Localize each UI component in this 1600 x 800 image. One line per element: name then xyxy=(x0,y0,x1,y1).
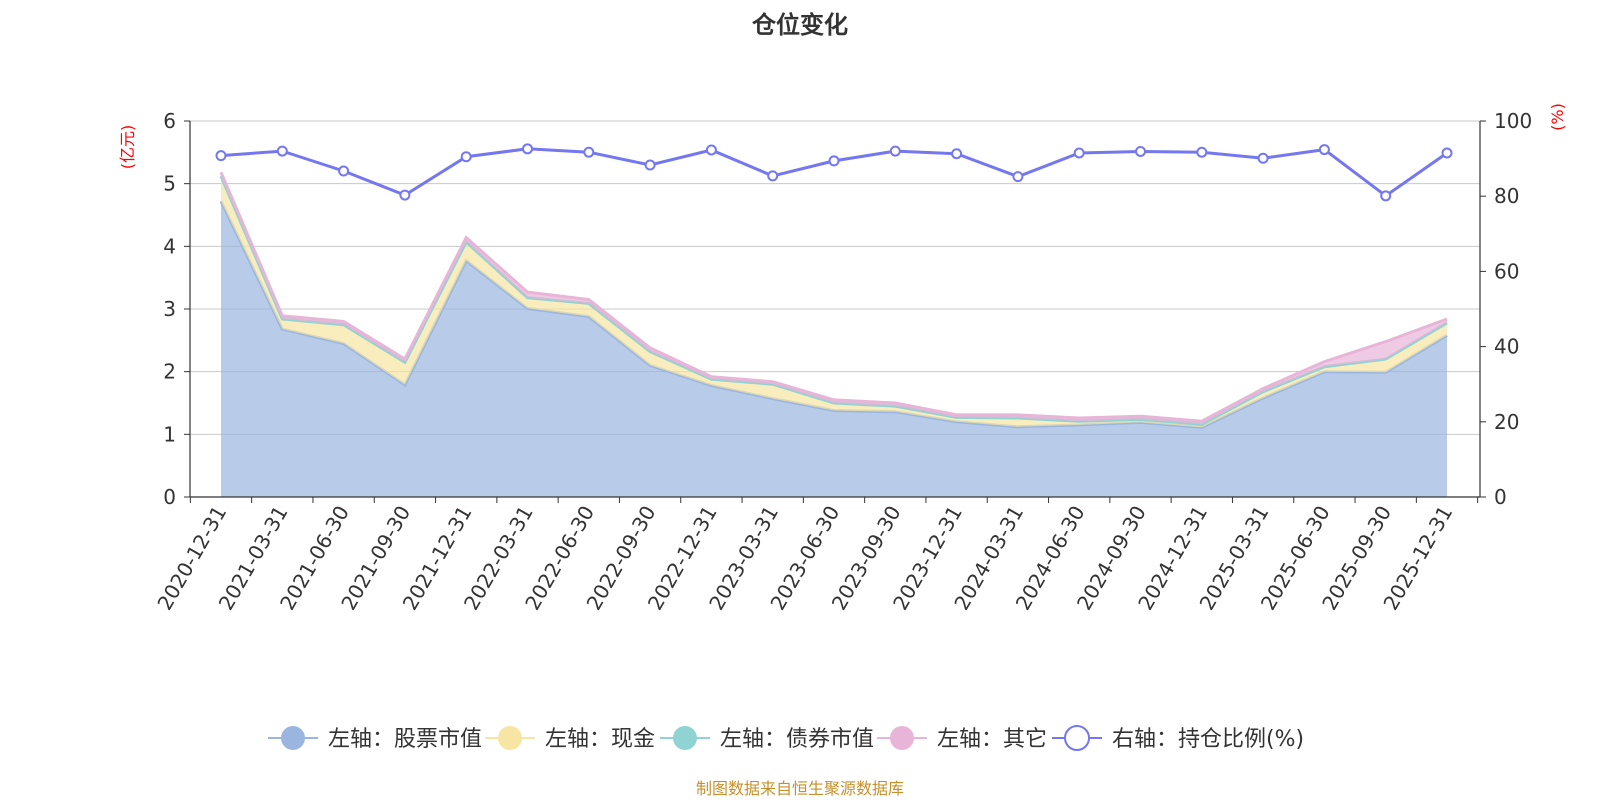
line-point xyxy=(1441,147,1453,159)
line-point xyxy=(1257,152,1269,164)
legend-label: 左轴：债券市值 xyxy=(720,727,874,752)
stacked-areas xyxy=(219,171,1448,497)
line-point xyxy=(460,151,472,163)
right-axis-tick-label: 20 xyxy=(1494,410,1519,434)
legend-item-5: 右轴：持仓比例(%) xyxy=(1052,725,1304,752)
legend: 左轴：股票市值 左轴：现金 左轴：债券市值 左轴：其它 右轴：持仓比例(%) xyxy=(268,725,1304,752)
line-point xyxy=(522,143,533,155)
line-point xyxy=(828,155,840,167)
legend-marker xyxy=(673,726,697,750)
right-axis-unit: (%) xyxy=(1548,103,1567,131)
line-point xyxy=(705,144,717,156)
area-左轴：股票市值 xyxy=(221,201,1447,497)
line-point xyxy=(1012,171,1024,183)
line-point xyxy=(889,145,901,157)
left-axis-tick-label: 1 xyxy=(163,422,176,446)
chart-title: 仓位变化 xyxy=(751,11,848,39)
legend-item-4: 左轴：其它 xyxy=(877,726,1047,752)
legend-marker xyxy=(281,726,305,750)
area-edge-左轴：其它 xyxy=(219,171,1448,423)
legend-marker xyxy=(498,726,522,750)
line-point xyxy=(951,148,963,160)
left-axis-unit: (亿元) xyxy=(118,125,137,170)
right-axis-tick-label: 80 xyxy=(1494,184,1519,208)
line-point xyxy=(276,145,288,157)
line-point xyxy=(583,146,595,158)
legend-label: 左轴：股票市值 xyxy=(328,727,482,752)
line-point xyxy=(1073,147,1085,159)
ratio-line-series xyxy=(215,143,1453,202)
data-source-note: 制图数据来自恒生聚源数据库 xyxy=(696,779,904,798)
line-point xyxy=(767,170,779,182)
right-axis-tick-label: 100 xyxy=(1494,109,1532,133)
line-point xyxy=(1135,145,1146,157)
line-point xyxy=(1380,190,1392,202)
legend-marker xyxy=(1064,725,1090,751)
left-axis-tick-label: 4 xyxy=(163,234,176,258)
left-axis-tick-label: 0 xyxy=(163,485,176,509)
legend-label: 右轴：持仓比例(%) xyxy=(1112,727,1304,752)
legend-item-3: 左轴：债券市值 xyxy=(660,726,874,752)
legend-label: 左轴：现金 xyxy=(545,727,655,752)
right-axis-tick-label: 60 xyxy=(1494,259,1519,283)
left-axis-tick-label: 5 xyxy=(163,172,176,196)
legend-label: 左轴：其它 xyxy=(937,727,1047,752)
left-axis-tick-label: 6 xyxy=(163,109,176,133)
line-point xyxy=(338,165,350,177)
line-point xyxy=(1196,146,1208,158)
right-axis-tick-label: 40 xyxy=(1494,335,1519,359)
left-axis-tick-label: 2 xyxy=(163,360,176,384)
legend-item-1: 左轴：股票市值 xyxy=(268,726,482,752)
left-axis-tick-label: 3 xyxy=(163,297,176,321)
right-axis-tick-label: 0 xyxy=(1494,485,1507,509)
legend-item-2: 左轴：现金 xyxy=(485,726,655,752)
line-point xyxy=(1318,144,1330,156)
legend-marker xyxy=(890,726,914,750)
line-point xyxy=(399,189,411,201)
line-point xyxy=(644,159,656,171)
line-point xyxy=(215,150,227,162)
